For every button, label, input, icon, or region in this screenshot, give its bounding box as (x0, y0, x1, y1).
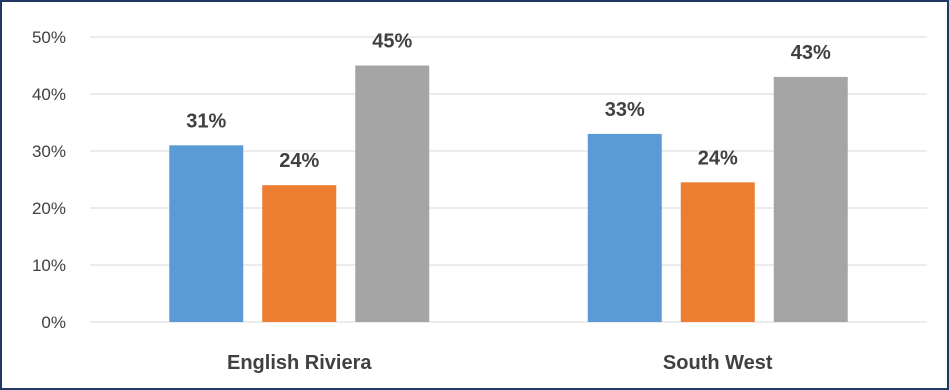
bar (773, 76, 848, 323)
data-label: 24% (698, 147, 738, 169)
y-tick-label: 10% (32, 256, 66, 275)
data-label: 45% (372, 31, 412, 53)
data-label: 24% (279, 150, 319, 172)
y-tick-label: 0% (41, 313, 66, 332)
bar (680, 182, 755, 322)
bar (262, 185, 337, 322)
y-axis-tick-labels: 0% 10% 20% 30% 40% 50% (32, 28, 66, 332)
category-labels: English Riviera South West (227, 352, 773, 374)
data-label: 31% (186, 110, 226, 132)
y-tick-label: 40% (32, 85, 66, 104)
y-tick-label: 20% (32, 199, 66, 218)
bar (355, 65, 430, 322)
data-labels: 31% 24% 45% 33% 24% 43% (186, 31, 831, 173)
category-label: South West (663, 352, 773, 374)
bar (587, 133, 662, 322)
bars (169, 65, 848, 323)
category-label: English Riviera (227, 352, 372, 374)
y-tick-label: 30% (32, 142, 66, 161)
y-tick-label: 50% (32, 28, 66, 47)
data-label: 43% (791, 42, 831, 64)
bar (169, 145, 244, 322)
data-label: 33% (605, 99, 645, 121)
